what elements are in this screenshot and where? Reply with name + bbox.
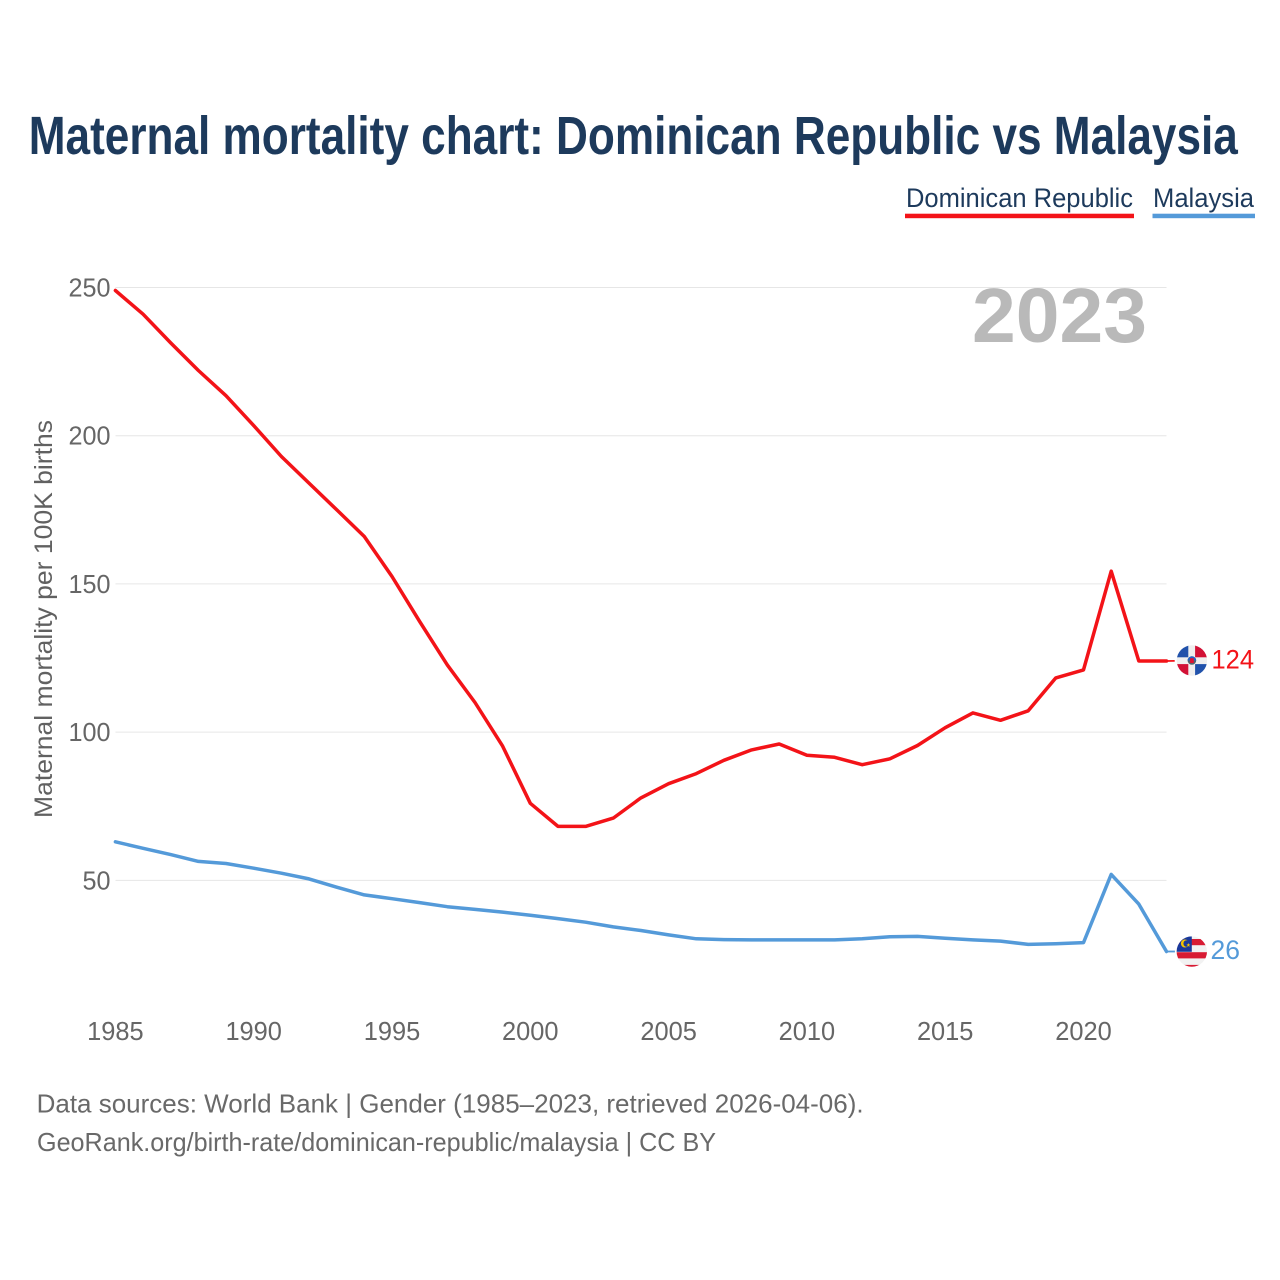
svg-text:124: 124 bbox=[1212, 645, 1255, 675]
svg-text:200: 200 bbox=[69, 421, 111, 451]
svg-text:2015: 2015 bbox=[917, 1016, 974, 1046]
svg-text:26: 26 bbox=[1211, 935, 1241, 965]
svg-text:2010: 2010 bbox=[779, 1016, 836, 1046]
svg-text:250: 250 bbox=[69, 273, 111, 303]
svg-text:1990: 1990 bbox=[225, 1016, 282, 1046]
svg-text:GeoRank.org/birth-rate/dominic: GeoRank.org/birth-rate/dominican-republi… bbox=[37, 1127, 716, 1157]
svg-text:1995: 1995 bbox=[364, 1016, 421, 1046]
svg-text:2023: 2023 bbox=[972, 273, 1147, 359]
svg-text:2005: 2005 bbox=[640, 1016, 697, 1046]
svg-text:50: 50 bbox=[83, 865, 111, 895]
svg-text:Dominican Republic: Dominican Republic bbox=[906, 183, 1133, 213]
svg-text:Data sources: World Bank | Gen: Data sources: World Bank | Gender (1985–… bbox=[37, 1089, 864, 1119]
svg-text:150: 150 bbox=[69, 569, 111, 599]
svg-text:100: 100 bbox=[69, 717, 111, 747]
svg-text:2020: 2020 bbox=[1055, 1016, 1112, 1046]
svg-text:Malaysia: Malaysia bbox=[1153, 183, 1255, 213]
svg-text:Maternal mortality per 100K bi: Maternal mortality per 100K births bbox=[30, 420, 58, 818]
svg-text:1985: 1985 bbox=[87, 1016, 144, 1046]
svg-text:2000: 2000 bbox=[502, 1016, 559, 1046]
svg-text:Maternal mortality chart: Domi: Maternal mortality chart: Dominican Repu… bbox=[29, 106, 1239, 166]
